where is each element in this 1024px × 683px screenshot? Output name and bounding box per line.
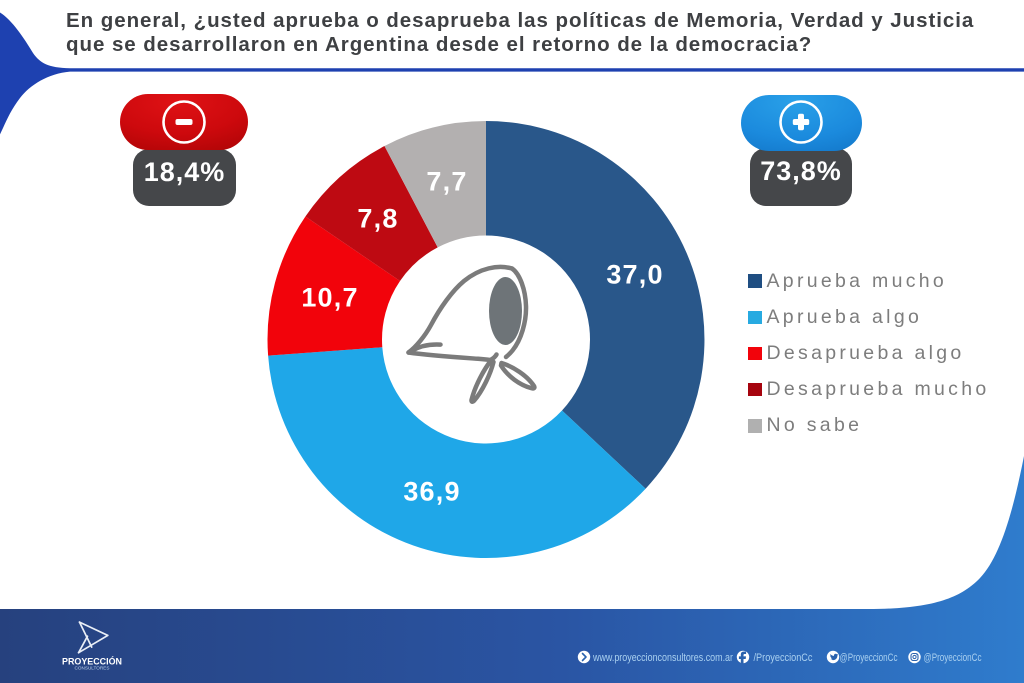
svg-text:www.proyeccionconsultores.com.: www.proyeccionconsultores.com.ar — [592, 652, 733, 664]
svg-text:CONSULTORES: CONSULTORES — [75, 666, 110, 672]
svg-text:PROYECCIÓN: PROYECCIÓN — [62, 656, 122, 668]
svg-text:/ProyeccionCc: /ProyeccionCc — [754, 652, 813, 664]
svg-text:@ProyeccionCc: @ProyeccionCc — [924, 652, 982, 664]
svg-text:@ProyeccionCc: @ProyeccionCc — [840, 652, 898, 664]
